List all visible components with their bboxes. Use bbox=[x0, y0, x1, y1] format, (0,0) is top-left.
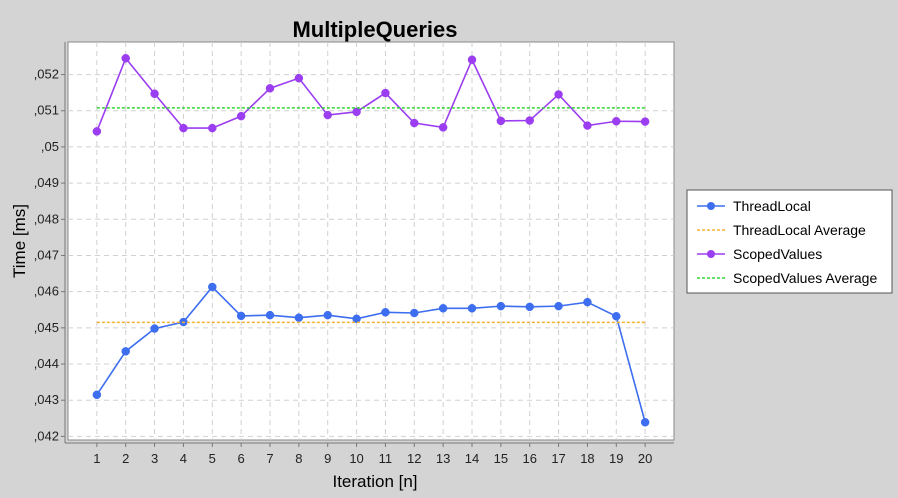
y-tick-label: ,044 bbox=[34, 356, 59, 371]
x-axis-label: Iteration [n] bbox=[332, 472, 417, 491]
x-tick-label: 19 bbox=[609, 451, 623, 466]
data-point bbox=[92, 127, 102, 136]
series-line-threadlocal bbox=[96, 285, 646, 423]
data-point bbox=[583, 121, 592, 130]
legend-label: ScopedValues Average bbox=[733, 270, 877, 286]
data-point bbox=[150, 89, 159, 98]
y-tick-label: ,052 bbox=[34, 67, 59, 82]
legend-label: ThreadLocal Average bbox=[733, 222, 866, 238]
x-tick-label: 16 bbox=[522, 451, 536, 466]
data-point bbox=[208, 282, 217, 292]
data-point bbox=[236, 111, 246, 121]
x-tick-label: 11 bbox=[379, 451, 393, 466]
y-tick-label: ,049 bbox=[34, 175, 59, 190]
data-point bbox=[352, 314, 361, 324]
x-tick-label: 6 bbox=[238, 451, 245, 466]
y-tick-label: ,05 bbox=[41, 139, 59, 154]
y-tick-label: ,042 bbox=[34, 428, 59, 443]
legend-label: ScopedValues bbox=[733, 246, 822, 262]
data-point bbox=[612, 116, 621, 126]
data-point bbox=[525, 302, 534, 312]
x-tick-label: 2 bbox=[122, 451, 129, 466]
x-tick-label: 5 bbox=[209, 451, 216, 466]
data-point bbox=[467, 304, 477, 313]
y-tick-label: ,043 bbox=[34, 392, 59, 407]
legend-box bbox=[686, 189, 893, 294]
data-point bbox=[467, 55, 477, 64]
y-tick-label: ,051 bbox=[34, 103, 59, 118]
data-point bbox=[208, 123, 217, 133]
data-point bbox=[265, 84, 275, 93]
y-tick-label: ,045 bbox=[34, 320, 59, 335]
legend-marker bbox=[707, 202, 715, 210]
data-point bbox=[496, 301, 506, 311]
data-point bbox=[294, 313, 304, 322]
data-point bbox=[438, 304, 448, 313]
data-point bbox=[323, 110, 332, 120]
legend-label: ThreadLocal bbox=[733, 198, 811, 214]
data-point bbox=[121, 347, 130, 356]
legend-marker bbox=[707, 250, 715, 258]
x-tick-label: 12 bbox=[407, 451, 421, 466]
data-point bbox=[554, 301, 563, 311]
plot-area: ,042 ,043 ,044 ,045 ,046 ,047 ,048 ,049 ,05 ,051,… bbox=[34, 41, 675, 466]
legend: ThreadLocal ThreadLocal Average ScopedValu… bbox=[686, 189, 893, 294]
data-point bbox=[381, 308, 390, 317]
x-tick-label: 8 bbox=[295, 451, 302, 466]
x-tick-label: 10 bbox=[349, 451, 363, 466]
x-tick-label: 14 bbox=[465, 451, 479, 466]
x-tick-label: 15 bbox=[494, 451, 508, 466]
data-point bbox=[410, 118, 419, 128]
data-point bbox=[236, 311, 246, 321]
data-point bbox=[121, 54, 130, 63]
data-point bbox=[438, 123, 448, 132]
y-tick-label: ,047 bbox=[34, 247, 59, 262]
x-tick-label: 9 bbox=[324, 451, 331, 466]
data-point bbox=[294, 73, 304, 83]
data-point bbox=[410, 308, 419, 318]
data-point bbox=[554, 90, 563, 99]
y-tick-label: ,046 bbox=[34, 284, 59, 299]
x-tick-label: 3 bbox=[151, 451, 158, 466]
data-point bbox=[612, 312, 621, 321]
data-point bbox=[640, 117, 650, 126]
x-tick-label: 13 bbox=[436, 451, 450, 466]
x-tick-label: 17 bbox=[551, 451, 565, 466]
data-point bbox=[265, 310, 275, 320]
data-point bbox=[323, 310, 332, 320]
x-tick-label: 7 bbox=[266, 451, 273, 466]
data-point bbox=[179, 123, 188, 133]
data-point bbox=[92, 390, 102, 400]
data-point bbox=[150, 324, 159, 333]
y-axis-label: Time [ms] bbox=[10, 204, 29, 278]
x-tick-label: 20 bbox=[638, 451, 652, 466]
series-line-scopedvalues bbox=[96, 56, 646, 132]
y-tick-label: ,048 bbox=[34, 211, 59, 226]
data-point bbox=[496, 116, 506, 126]
data-point bbox=[381, 88, 390, 98]
data-point bbox=[352, 107, 361, 117]
data-point bbox=[525, 116, 534, 125]
data-point bbox=[640, 418, 650, 427]
x-tick-label: 4 bbox=[180, 451, 187, 466]
data-point bbox=[583, 297, 592, 307]
x-tick-label: 1 bbox=[93, 451, 100, 466]
chart-title: MultipleQueries bbox=[292, 17, 457, 42]
x-tick-label: 18 bbox=[580, 451, 594, 466]
